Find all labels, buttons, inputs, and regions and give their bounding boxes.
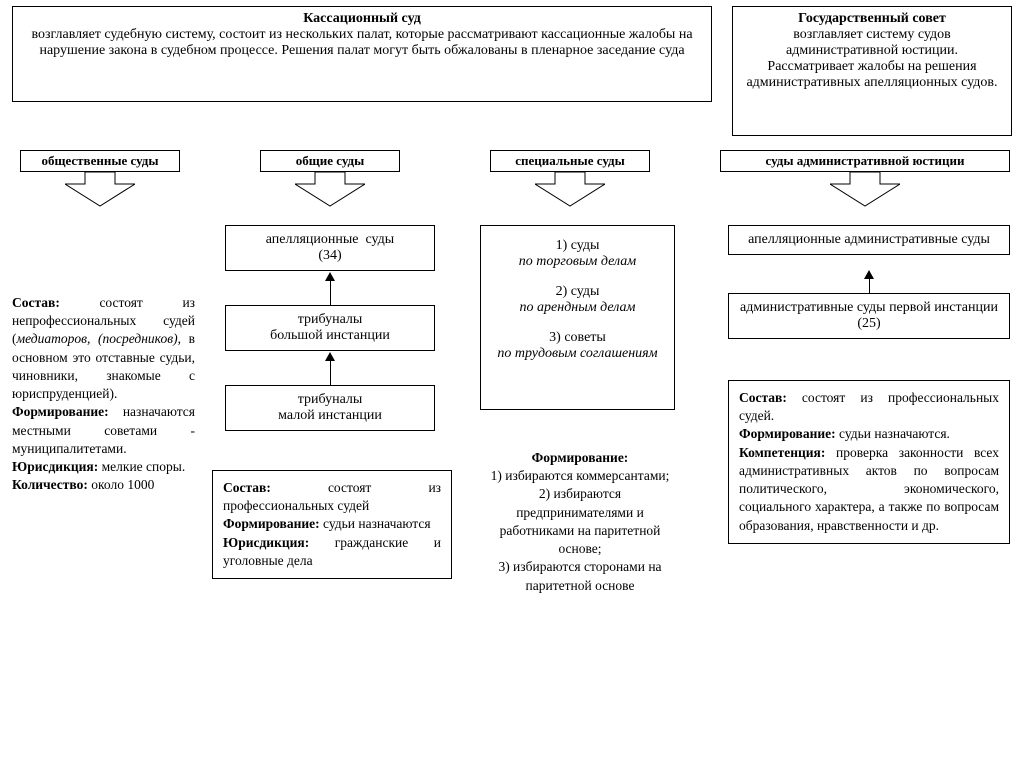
- admin-first-l1: административные суды первой инстанции: [740, 300, 998, 315]
- top-box-cassation: Кассационный суд возглавляет судебную си…: [12, 6, 712, 102]
- appeal-line1: апелляционные суды: [266, 232, 394, 247]
- node-special-list: 1) судыпо торговым делам 2) судыпо аренд…: [480, 225, 675, 410]
- arrow-up-icon-2: [325, 352, 335, 361]
- node-admin-appeal: апелляционные административные суды: [728, 225, 1010, 255]
- appeal-line2: (34): [318, 248, 341, 263]
- info-col1: Состав: состоят из непрофессиональных су…: [6, 290, 201, 498]
- cassation-title: Кассационный суд: [21, 11, 703, 27]
- info-col3: Формирование:1) избираются коммерсантами…: [480, 445, 680, 599]
- node-tribunal-big: трибуналы большой инстанции: [225, 305, 435, 351]
- council-title: Государственный совет: [741, 11, 1003, 27]
- cat-general-courts: общие суды: [260, 150, 400, 172]
- arrow-down-c1: [65, 172, 135, 207]
- cat-public-courts: общественные суды: [20, 150, 180, 172]
- trib-big-l1: трибуналы: [298, 312, 363, 327]
- cat-admin-courts: суды административной юстиции: [720, 150, 1010, 172]
- admin-appeal-text: апелляционные административные суды: [748, 232, 990, 247]
- connector-line-1: [330, 281, 331, 305]
- trib-small-l2: малой инстанции: [278, 408, 382, 423]
- cassation-desc: возглавляет судебную систему, состоит из…: [21, 27, 703, 59]
- trib-big-l2: большой инстанции: [270, 328, 390, 343]
- arrow-down-c3: [535, 172, 605, 207]
- arrow-down-c2: [295, 172, 365, 207]
- node-admin-first: административные суды первой инстанции (…: [728, 293, 1010, 339]
- cat-special-courts: специальные суды: [490, 150, 650, 172]
- council-desc: возглавляет систему судов административн…: [741, 27, 1003, 91]
- info-col2: Состав: состоят из профессиональных суде…: [212, 470, 452, 579]
- top-box-state-council: Государственный совет возглавляет систем…: [732, 6, 1012, 136]
- connector-line-2: [330, 361, 331, 385]
- trib-small-l1: трибуналы: [298, 392, 363, 407]
- arrow-up-icon-1: [325, 272, 335, 281]
- arrow-down-c4: [830, 172, 900, 207]
- admin-first-l2: (25): [857, 316, 880, 331]
- node-tribunal-small: трибуналы малой инстанции: [225, 385, 435, 431]
- arrow-up-icon-3: [864, 270, 874, 279]
- info-col4: Состав: состоят из профессиональных суде…: [728, 380, 1010, 544]
- connector-line-3: [869, 279, 870, 293]
- spec3: 3) советыпо трудовым соглашениям: [485, 330, 670, 362]
- node-appeal-courts: апелляционные суды (34): [225, 225, 435, 271]
- spec1: 1) судыпо торговым делам: [485, 238, 670, 270]
- spec2: 2) судыпо арендным делам: [485, 284, 670, 316]
